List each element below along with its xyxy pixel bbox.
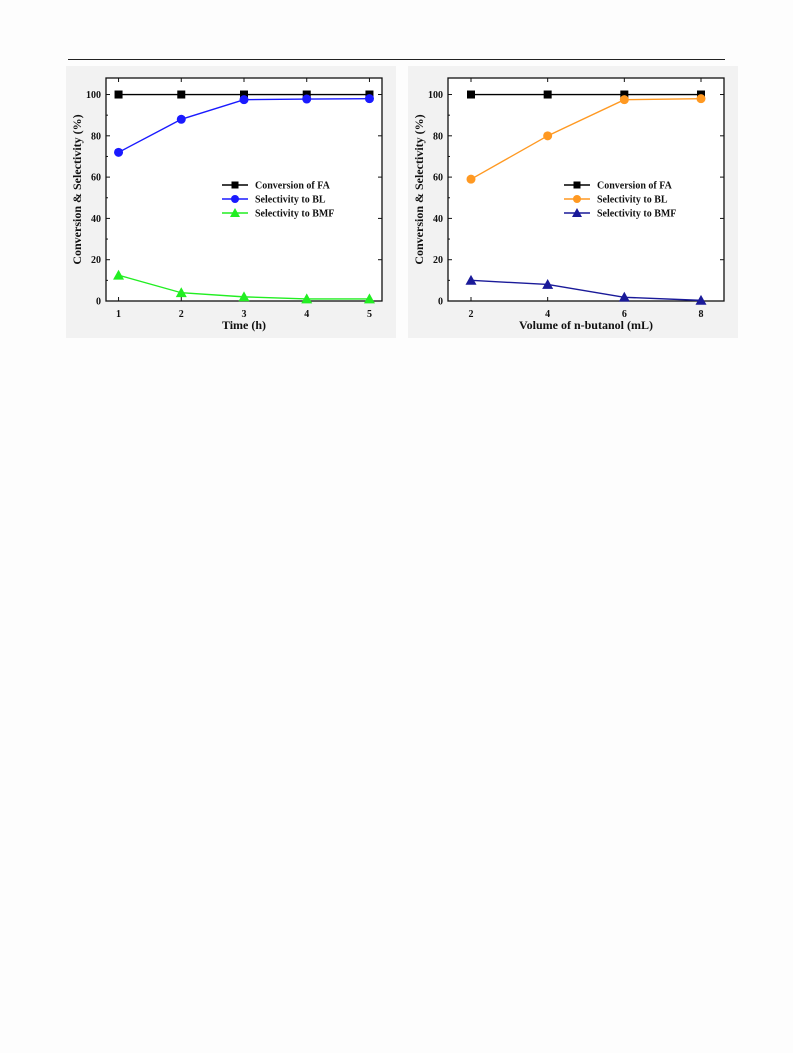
plot-area xyxy=(447,77,725,302)
data-point-triangle xyxy=(542,278,554,289)
data-point-triangle xyxy=(113,269,125,280)
y-axis-label: Conversion & Selectivity (%) xyxy=(412,114,426,264)
x-axis-label: Volume of n-butanol (mL) xyxy=(519,318,653,332)
legend-marker xyxy=(230,208,240,217)
y-tick-label: 40 xyxy=(433,214,443,225)
data-point-circle xyxy=(302,94,312,104)
legend-label: Selectivity to BL xyxy=(255,195,326,206)
legend-label: Selectivity to BMF xyxy=(255,209,334,220)
y-tick-label: 60 xyxy=(91,173,101,184)
plot-area xyxy=(105,77,383,302)
x-tick-label: 6 xyxy=(622,309,627,320)
y-tick-label: 80 xyxy=(91,131,101,142)
x-tick-label: 2 xyxy=(469,309,474,320)
data-point-square xyxy=(302,90,311,99)
legend-label: Selectivity to BL xyxy=(597,195,668,206)
chart-time: 0 20 40 60 80 100 1 2 3 4 5 Time (h) Conversion & Se… xyxy=(70,77,383,332)
x-axis-label: Time (h) xyxy=(222,318,266,332)
legend-label: Selectivity to BMF xyxy=(597,209,676,220)
y-tick-label: 100 xyxy=(86,90,101,101)
chart-panel-time: 0 20 40 60 80 100 1 2 3 4 5 Time (h) Conversion & Se… xyxy=(66,66,396,338)
data-point-circle xyxy=(696,94,706,104)
legend-marker xyxy=(231,181,239,189)
chart-panel-volume: 0 20 40 60 80 100 2 4 6 8 Volume of n-butanol (mL)… xyxy=(408,66,738,338)
data-point-square xyxy=(177,90,186,99)
legend-marker xyxy=(231,195,239,203)
legend-marker xyxy=(573,195,581,203)
series-line-triangle xyxy=(470,279,702,302)
x-tick-label: 8 xyxy=(699,309,704,320)
data-point-triangle xyxy=(465,274,477,285)
y-tick-label: 80 xyxy=(433,131,443,142)
y-tick-label: 100 xyxy=(428,90,443,101)
data-point-circle xyxy=(239,95,249,105)
data-point-triangle xyxy=(301,293,313,304)
data-point-triangle xyxy=(363,293,375,304)
x-tick-label: 2 xyxy=(179,309,184,320)
x-tick-label: 4 xyxy=(304,309,309,320)
legend-marker xyxy=(572,208,582,217)
data-point-square xyxy=(543,90,552,99)
legend-label: Conversion of FA xyxy=(255,181,331,192)
data-point-circle xyxy=(176,114,186,124)
y-tick-label: 0 xyxy=(438,297,443,308)
y-tick-label: 0 xyxy=(96,297,101,308)
y-tick-label: 20 xyxy=(91,255,101,266)
data-point-triangle xyxy=(175,287,187,298)
legend-label: Conversion of FA xyxy=(597,181,673,192)
header-rule xyxy=(68,59,725,60)
data-point-circle xyxy=(364,94,374,104)
x-tick-label: 5 xyxy=(367,309,372,320)
chart-volume: 0 20 40 60 80 100 2 4 6 8 Volume of n-butanol (mL)… xyxy=(412,77,725,332)
series-line-circle xyxy=(470,97,702,180)
data-point-triangle xyxy=(618,291,630,302)
data-point-circle xyxy=(114,147,124,157)
data-point-triangle xyxy=(695,294,707,305)
y-axis-label: Conversion & Selectivity (%) xyxy=(70,114,84,264)
data-point-circle xyxy=(619,95,629,105)
legend-marker xyxy=(573,181,581,189)
data-point-square xyxy=(114,90,123,99)
data-point-square xyxy=(467,90,475,99)
data-point-circle xyxy=(466,174,476,184)
data-point-triangle xyxy=(238,291,250,302)
data-point-circle xyxy=(543,131,553,141)
data-point-square xyxy=(240,90,248,99)
data-point-square xyxy=(620,90,629,99)
x-tick-label: 1 xyxy=(116,309,121,320)
y-tick-label: 20 xyxy=(433,255,443,266)
x-tick-label: 3 xyxy=(242,309,247,320)
x-tick-label: 4 xyxy=(545,309,550,320)
y-tick-label: 60 xyxy=(433,173,443,184)
y-tick-label: 40 xyxy=(91,214,101,225)
